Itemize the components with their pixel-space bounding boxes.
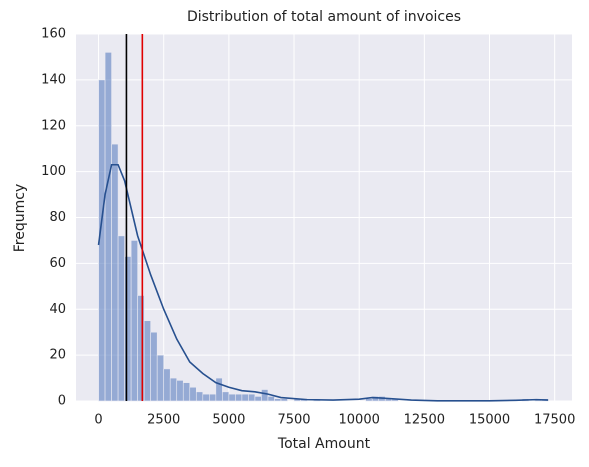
bar: [365, 398, 373, 402]
bar: [209, 393, 217, 402]
y-tick-label: 20: [49, 348, 66, 363]
bar: [248, 393, 256, 402]
chart-title: Distribution of total amount of invoices: [187, 9, 461, 25]
y-tick-label: 0: [58, 394, 66, 409]
x-tick-label: 12500: [404, 413, 445, 428]
bar: [267, 396, 275, 402]
y-axis-label: Frequmcy: [12, 184, 28, 252]
x-tick-label: 0: [94, 413, 102, 428]
bar: [124, 256, 132, 402]
bar: [215, 377, 223, 402]
bar: [163, 368, 171, 402]
bar: [150, 331, 158, 402]
y-tick-label: 140: [41, 72, 66, 87]
bar: [222, 391, 230, 402]
bar: [104, 52, 112, 402]
x-tick-label: 2500: [147, 413, 180, 428]
bar: [254, 396, 262, 402]
x-tick-label: 7500: [277, 413, 310, 428]
y-tick-label: 60: [49, 256, 66, 271]
y-tick-label: 100: [41, 164, 66, 179]
bar: [111, 143, 119, 402]
bar: [189, 386, 197, 402]
bar: [280, 398, 288, 402]
y-tick-label: 40: [49, 302, 66, 317]
bar: [143, 320, 151, 402]
bar: [235, 393, 243, 402]
x-axis-label: Total Amount: [277, 436, 371, 452]
y-tick-label: 160: [41, 27, 66, 42]
bar: [241, 393, 249, 402]
y-tick-label: 120: [41, 118, 66, 133]
bar: [130, 240, 138, 402]
bar: [169, 377, 178, 402]
y-tick-label: 80: [49, 210, 66, 225]
x-tick-label: 15000: [469, 413, 510, 428]
bar: [261, 389, 269, 402]
bar: [228, 393, 236, 402]
x-tick-label: 5000: [212, 413, 245, 428]
kde-line: [97, 163, 549, 402]
bar: [202, 393, 210, 402]
bar: [137, 295, 145, 402]
bar: [274, 398, 282, 402]
bar: [156, 354, 165, 402]
x-tick-label: 10000: [339, 413, 380, 428]
bar: [195, 391, 204, 402]
x-tick-label: 17500: [534, 413, 575, 428]
bar: [176, 380, 184, 402]
bar: [117, 235, 125, 402]
bar: [182, 382, 191, 402]
